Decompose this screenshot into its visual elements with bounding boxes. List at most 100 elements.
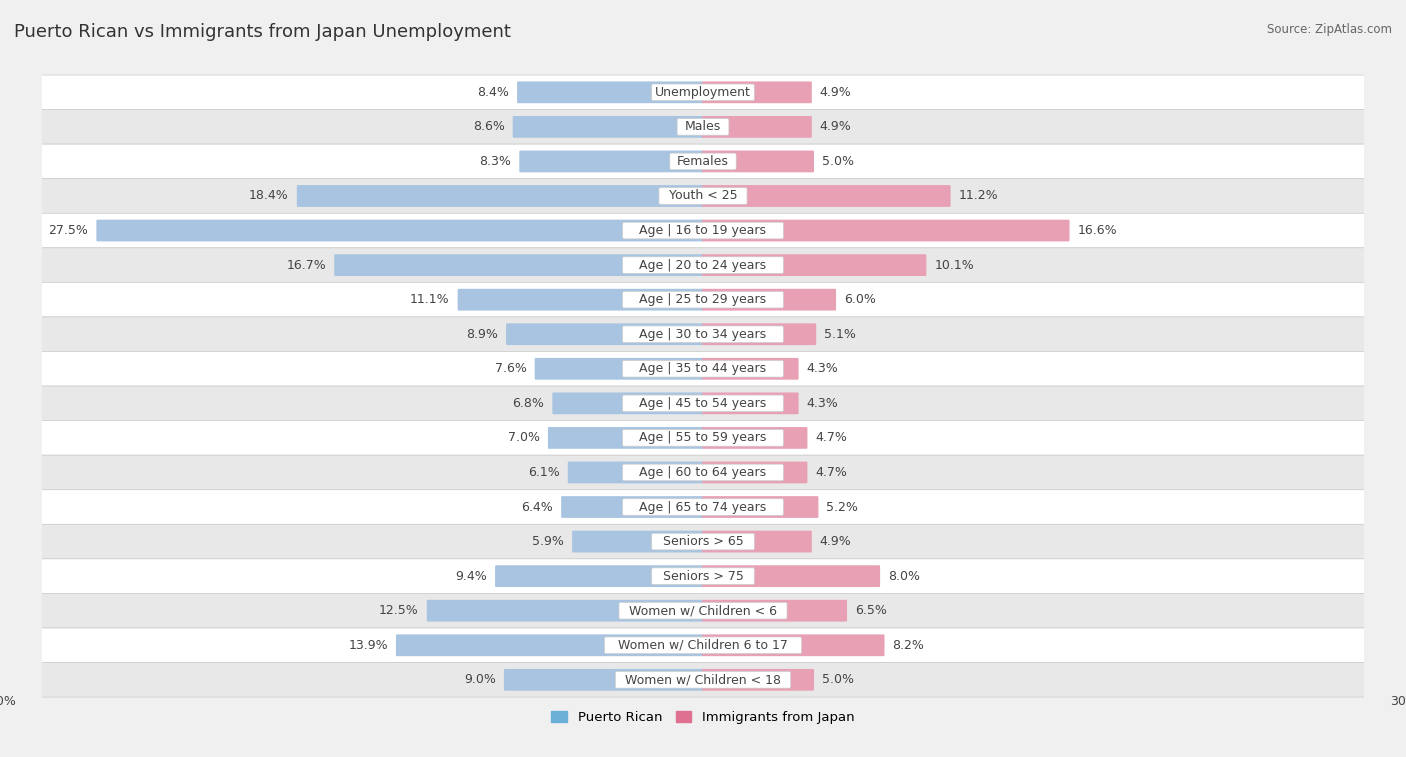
Text: 5.2%: 5.2%	[827, 500, 858, 513]
Text: 11.2%: 11.2%	[959, 189, 998, 202]
Text: 5.0%: 5.0%	[823, 155, 853, 168]
Text: Age | 65 to 74 years: Age | 65 to 74 years	[640, 500, 766, 513]
FancyBboxPatch shape	[669, 153, 737, 170]
Text: 30.0%: 30.0%	[0, 695, 15, 708]
FancyBboxPatch shape	[0, 75, 1406, 110]
Text: 5.0%: 5.0%	[823, 673, 853, 687]
Text: Women w/ Children < 6: Women w/ Children < 6	[628, 604, 778, 617]
Text: 7.0%: 7.0%	[508, 431, 540, 444]
Text: 4.3%: 4.3%	[807, 363, 838, 375]
FancyBboxPatch shape	[702, 392, 799, 414]
FancyBboxPatch shape	[534, 358, 704, 380]
Text: Women w/ Children < 18: Women w/ Children < 18	[626, 673, 780, 687]
FancyBboxPatch shape	[605, 637, 801, 653]
FancyBboxPatch shape	[335, 254, 704, 276]
FancyBboxPatch shape	[0, 525, 1406, 559]
FancyBboxPatch shape	[651, 568, 755, 584]
FancyBboxPatch shape	[396, 634, 704, 656]
FancyBboxPatch shape	[623, 257, 783, 273]
Text: 16.6%: 16.6%	[1077, 224, 1118, 237]
FancyBboxPatch shape	[702, 185, 950, 207]
Text: Seniors > 65: Seniors > 65	[662, 535, 744, 548]
Text: 16.7%: 16.7%	[287, 259, 326, 272]
FancyBboxPatch shape	[623, 395, 783, 412]
FancyBboxPatch shape	[616, 671, 790, 688]
FancyBboxPatch shape	[506, 323, 704, 345]
FancyBboxPatch shape	[495, 565, 704, 587]
Text: 4.9%: 4.9%	[820, 86, 852, 99]
FancyBboxPatch shape	[568, 462, 704, 484]
Text: 4.7%: 4.7%	[815, 431, 848, 444]
Text: Females: Females	[678, 155, 728, 168]
FancyBboxPatch shape	[548, 427, 704, 449]
FancyBboxPatch shape	[0, 144, 1406, 179]
FancyBboxPatch shape	[702, 358, 799, 380]
Text: Source: ZipAtlas.com: Source: ZipAtlas.com	[1267, 23, 1392, 36]
FancyBboxPatch shape	[623, 223, 783, 239]
FancyBboxPatch shape	[623, 291, 783, 308]
FancyBboxPatch shape	[0, 421, 1406, 455]
Text: 8.4%: 8.4%	[477, 86, 509, 99]
Text: 7.6%: 7.6%	[495, 363, 527, 375]
FancyBboxPatch shape	[0, 386, 1406, 421]
FancyBboxPatch shape	[702, 634, 884, 656]
FancyBboxPatch shape	[457, 288, 704, 310]
FancyBboxPatch shape	[702, 565, 880, 587]
FancyBboxPatch shape	[503, 669, 704, 690]
FancyBboxPatch shape	[623, 430, 783, 446]
Text: Youth < 25: Youth < 25	[669, 189, 737, 202]
Text: 4.7%: 4.7%	[815, 466, 848, 479]
Text: 5.1%: 5.1%	[824, 328, 856, 341]
FancyBboxPatch shape	[702, 531, 811, 553]
Text: Seniors > 75: Seniors > 75	[662, 570, 744, 583]
Text: 4.9%: 4.9%	[820, 120, 852, 133]
FancyBboxPatch shape	[0, 213, 1406, 248]
FancyBboxPatch shape	[0, 179, 1406, 213]
FancyBboxPatch shape	[517, 82, 704, 103]
FancyBboxPatch shape	[702, 496, 818, 518]
FancyBboxPatch shape	[0, 351, 1406, 386]
Text: 18.4%: 18.4%	[249, 189, 288, 202]
Legend: Puerto Rican, Immigrants from Japan: Puerto Rican, Immigrants from Japan	[546, 706, 860, 729]
Text: Puerto Rican vs Immigrants from Japan Unemployment: Puerto Rican vs Immigrants from Japan Un…	[14, 23, 510, 41]
FancyBboxPatch shape	[702, 151, 814, 173]
FancyBboxPatch shape	[0, 559, 1406, 593]
Text: 9.0%: 9.0%	[464, 673, 496, 687]
Text: 10.1%: 10.1%	[934, 259, 974, 272]
FancyBboxPatch shape	[702, 82, 811, 103]
FancyBboxPatch shape	[519, 151, 704, 173]
FancyBboxPatch shape	[702, 220, 1070, 241]
FancyBboxPatch shape	[702, 288, 837, 310]
Text: Unemployment: Unemployment	[655, 86, 751, 99]
FancyBboxPatch shape	[678, 119, 728, 136]
Text: Age | 55 to 59 years: Age | 55 to 59 years	[640, 431, 766, 444]
Text: 6.0%: 6.0%	[844, 293, 876, 306]
FancyBboxPatch shape	[0, 490, 1406, 525]
FancyBboxPatch shape	[623, 499, 783, 516]
Text: Age | 30 to 34 years: Age | 30 to 34 years	[640, 328, 766, 341]
FancyBboxPatch shape	[702, 116, 811, 138]
Text: 27.5%: 27.5%	[49, 224, 89, 237]
FancyBboxPatch shape	[553, 392, 704, 414]
Text: 5.9%: 5.9%	[533, 535, 564, 548]
FancyBboxPatch shape	[572, 531, 704, 553]
Text: 8.3%: 8.3%	[479, 155, 512, 168]
FancyBboxPatch shape	[702, 427, 807, 449]
FancyBboxPatch shape	[97, 220, 704, 241]
FancyBboxPatch shape	[623, 326, 783, 342]
FancyBboxPatch shape	[659, 188, 747, 204]
FancyBboxPatch shape	[651, 533, 755, 550]
Text: Age | 35 to 44 years: Age | 35 to 44 years	[640, 363, 766, 375]
Text: 8.2%: 8.2%	[893, 639, 924, 652]
Text: 6.4%: 6.4%	[522, 500, 553, 513]
Text: 9.4%: 9.4%	[456, 570, 486, 583]
FancyBboxPatch shape	[297, 185, 704, 207]
Text: 8.6%: 8.6%	[472, 120, 505, 133]
FancyBboxPatch shape	[0, 593, 1406, 628]
Text: Males: Males	[685, 120, 721, 133]
Text: 11.1%: 11.1%	[411, 293, 450, 306]
FancyBboxPatch shape	[0, 317, 1406, 351]
FancyBboxPatch shape	[702, 323, 817, 345]
FancyBboxPatch shape	[702, 254, 927, 276]
Text: 8.9%: 8.9%	[467, 328, 498, 341]
